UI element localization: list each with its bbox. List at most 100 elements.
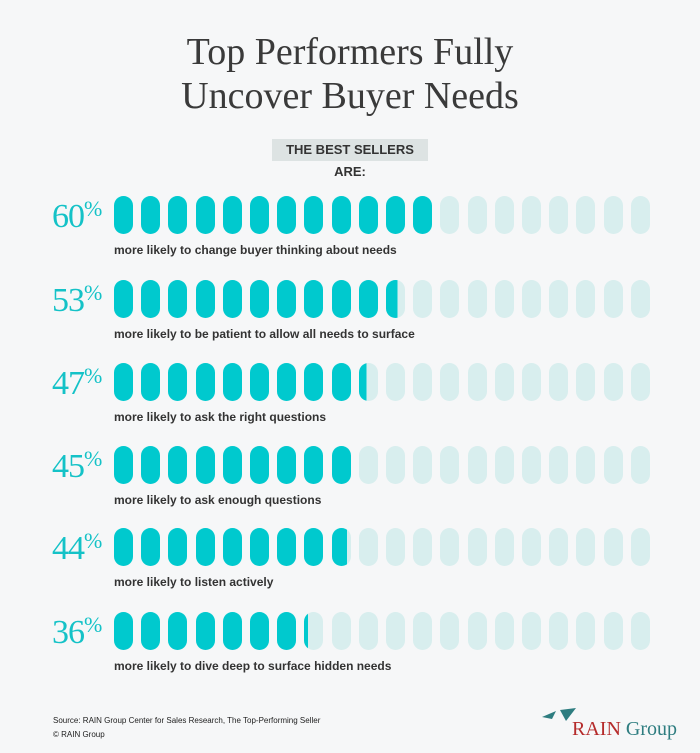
percent-sign: % <box>84 196 102 221</box>
bar-pill <box>413 612 433 650</box>
bar-pill <box>358 280 378 318</box>
bar-pill <box>576 196 596 234</box>
bar-pill <box>494 528 514 566</box>
bar-pill <box>549 528 569 566</box>
bar-pill <box>358 612 378 650</box>
percent-sign: % <box>84 280 102 305</box>
bar-pill <box>386 280 405 318</box>
bar-pill <box>331 280 351 318</box>
bar-pill <box>277 196 297 234</box>
bar-pill <box>413 280 433 318</box>
bar-pill <box>576 612 596 650</box>
bar-pill <box>522 528 541 566</box>
bar-pill <box>358 196 378 234</box>
percent-value: 53 <box>52 282 85 319</box>
percent-sign: % <box>84 612 102 637</box>
bar-pill <box>630 528 650 566</box>
bar-pill <box>603 528 623 566</box>
bar-pill <box>603 446 623 484</box>
bar-pill <box>331 363 351 401</box>
chart-row: 53% more likely to be patient to allow al… <box>0 280 700 350</box>
bar-pill <box>331 446 351 484</box>
row-description: more likely to ask enough questions <box>114 493 322 507</box>
bar-pill <box>576 363 596 401</box>
rain-logo-icon <box>542 708 576 721</box>
bar-pill <box>576 280 596 318</box>
bar-pill <box>195 528 215 566</box>
bar-pill <box>114 612 133 650</box>
bar-pill <box>440 363 460 401</box>
percent-value: 36 <box>52 614 85 651</box>
footer: Source: RAIN Group Center for Sales Rese… <box>53 714 320 742</box>
bar-pill <box>386 528 405 566</box>
bar-pill <box>331 528 351 566</box>
row-description: more likely to dive deep to surface hidd… <box>114 659 392 673</box>
percent-sign: % <box>84 363 102 388</box>
bar-pill <box>386 196 405 234</box>
bar-pill <box>522 446 541 484</box>
bar-pill <box>195 612 215 650</box>
percent-label: 47% <box>52 363 102 403</box>
bar-pill <box>603 196 623 234</box>
bar-pill <box>250 363 269 401</box>
percent-label: 45% <box>52 446 102 486</box>
bar-pill <box>440 196 460 234</box>
bar-pill <box>440 280 460 318</box>
bar-pill <box>630 196 650 234</box>
bar-pill <box>413 363 433 401</box>
bar-pill <box>222 363 242 401</box>
bar-pill <box>603 612 623 650</box>
bar-pill <box>576 446 596 484</box>
bar-pill <box>522 363 541 401</box>
bar-pill <box>250 446 269 484</box>
bar-pill <box>141 446 161 484</box>
bar-pill <box>549 196 569 234</box>
percent-sign: % <box>84 528 102 553</box>
bar-pill <box>141 363 161 401</box>
bar-pill <box>386 612 405 650</box>
percent-label: 60% <box>52 196 102 236</box>
percent-sign: % <box>84 446 102 471</box>
bar-pill <box>549 363 569 401</box>
bar-pill <box>277 446 297 484</box>
bar-pill <box>114 280 133 318</box>
bar-pill <box>114 363 133 401</box>
bar-pill <box>168 528 188 566</box>
logo-text-group: Group <box>625 718 677 740</box>
bar-pill <box>386 363 405 401</box>
bar-pill <box>277 363 297 401</box>
bar-pill <box>304 446 324 484</box>
chart-row: 60% more likely to change buyer thinking … <box>0 196 700 266</box>
bar-pill <box>440 612 460 650</box>
bar-pill <box>630 612 650 650</box>
bar-pill <box>250 612 269 650</box>
bar-pill <box>141 528 161 566</box>
chart-row: 44% more likely to listen actively <box>0 528 700 598</box>
bar-pill <box>168 363 188 401</box>
bar-pill <box>168 196 188 234</box>
bar-pill <box>440 528 460 566</box>
bar-pill <box>222 196 242 234</box>
bar-pill <box>494 280 514 318</box>
bar-pill <box>413 528 433 566</box>
copyright: © RAIN Group <box>53 730 105 739</box>
source-note: Source: RAIN Group Center for Sales Rese… <box>53 716 321 725</box>
bar-pill <box>222 280 242 318</box>
bar-pill <box>467 528 487 566</box>
bar-pill <box>522 196 541 234</box>
row-description: more likely to ask the right questions <box>114 410 327 424</box>
percent-value: 44 <box>52 530 85 567</box>
percent-label: 44% <box>52 528 102 568</box>
bar-pill <box>141 280 161 318</box>
bar-pill <box>467 612 487 650</box>
bar-pill <box>304 363 324 401</box>
page-title: Top Performers Fully Uncover Buyer Needs <box>0 30 700 118</box>
chart-row: 47% more likely to ask the right question… <box>0 363 700 433</box>
bar-pill <box>141 612 161 650</box>
bar-pill <box>576 528 596 566</box>
bar-pill <box>277 280 297 318</box>
bar-pill <box>195 280 215 318</box>
bar-pill <box>358 363 378 401</box>
rain-group-logo: RAIN Group <box>572 718 677 741</box>
bar-pill <box>413 446 433 484</box>
